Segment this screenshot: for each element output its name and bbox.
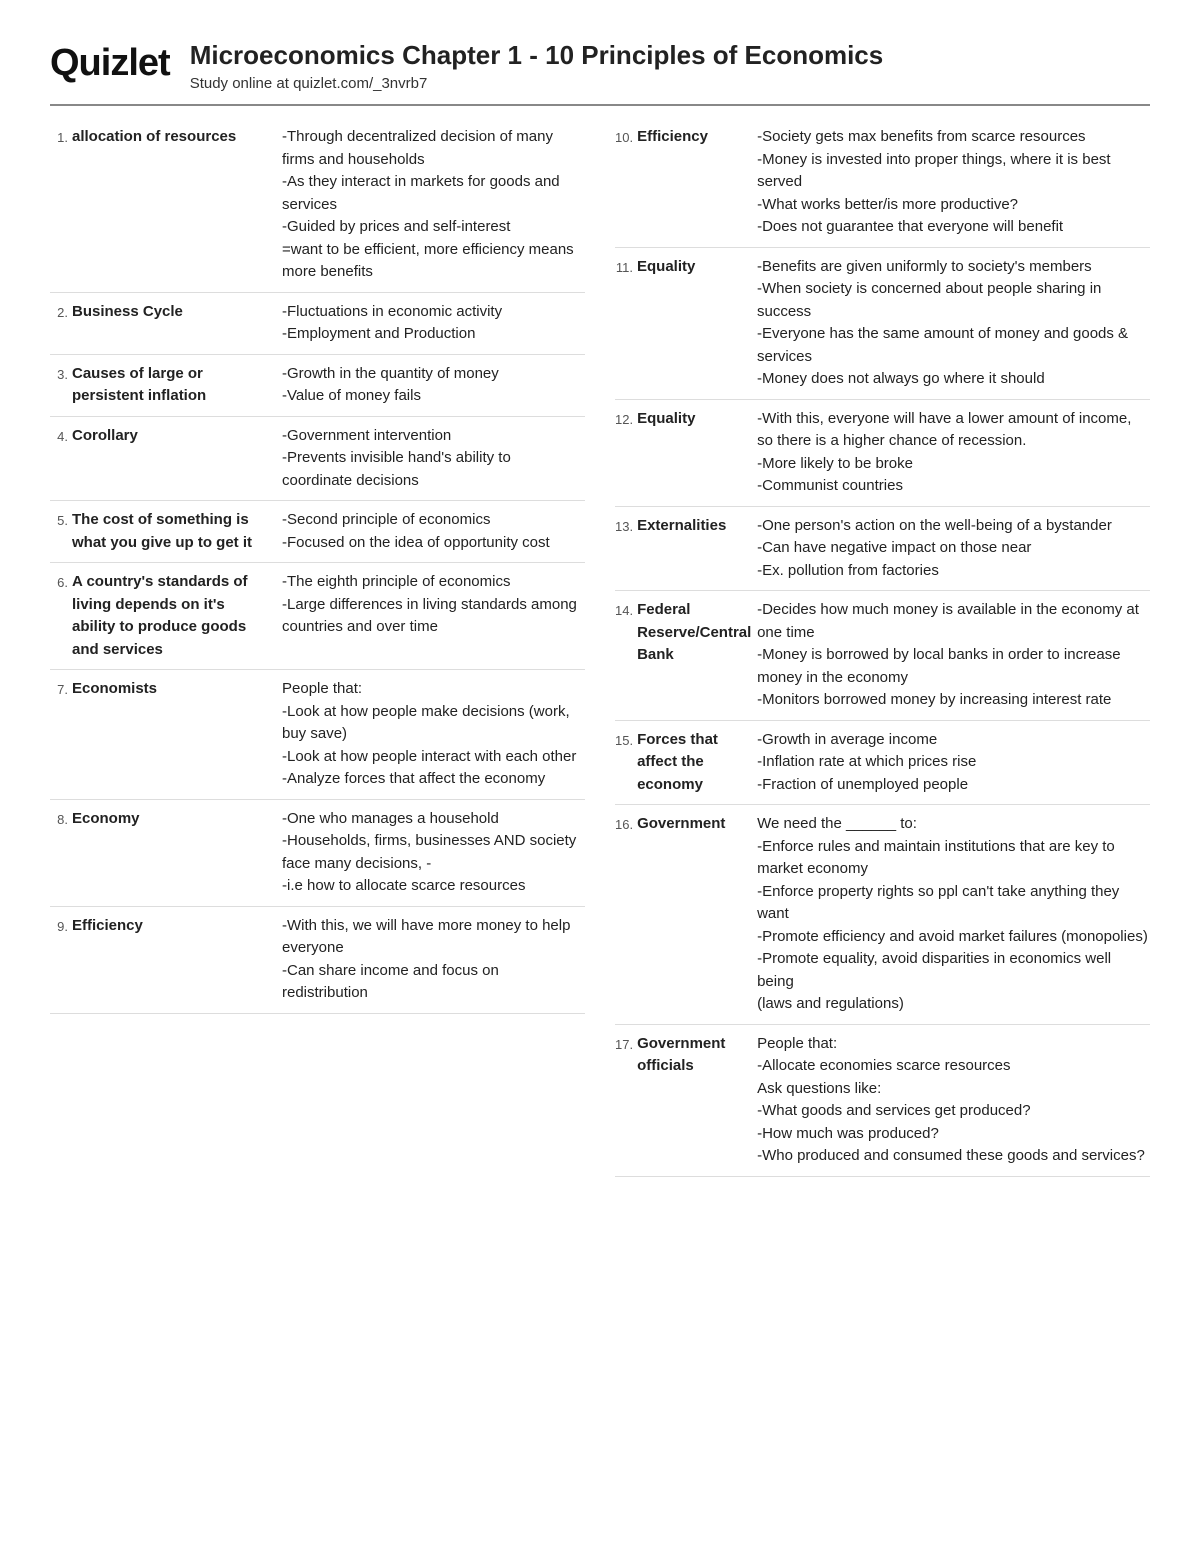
term-entry: 12.Equality-With this, everyone will hav… (615, 400, 1150, 507)
entry-term: Externalities (637, 515, 757, 538)
entry-term: Forces that affect the economy (637, 729, 757, 797)
entry-term: Business Cycle (72, 301, 282, 324)
entry-term: Efficiency (637, 126, 757, 149)
entry-number: 2. (50, 301, 68, 323)
entry-number: 8. (50, 808, 68, 830)
entry-definition: We need the ______ to: -Enforce rules an… (757, 813, 1150, 1016)
entry-definition: -Through decentralized decision of many … (282, 126, 585, 284)
term-entry: 2.Business Cycle-Fluctuations in economi… (50, 293, 585, 355)
page-title: Microeconomics Chapter 1 - 10 Principles… (190, 40, 1150, 71)
entry-number: 12. (615, 408, 633, 430)
entry-number: 5. (50, 509, 68, 531)
term-entry: 4.Corollary-Government intervention -Pre… (50, 417, 585, 502)
entry-term: Causes of large or persistent inflation (72, 363, 282, 408)
entry-term: A country's standards of living depends … (72, 571, 282, 661)
right-column: 10.Efficiency-Society gets max benefits … (615, 126, 1150, 1177)
entry-definition: -Second principle of economics -Focused … (282, 509, 585, 554)
entry-number: 11. (615, 256, 633, 278)
entry-definition: -Society gets max benefits from scarce r… (757, 126, 1150, 239)
entry-term: Government officials (637, 1033, 757, 1078)
entry-number: 9. (50, 915, 68, 937)
term-entry: 3.Causes of large or persistent inflatio… (50, 355, 585, 417)
entry-number: 14. (615, 599, 633, 621)
term-entry: 10.Efficiency-Society gets max benefits … (615, 126, 1150, 248)
entry-number: 6. (50, 571, 68, 593)
title-block: Microeconomics Chapter 1 - 10 Principles… (190, 40, 1150, 92)
entry-definition: -With this, we will have more money to h… (282, 915, 585, 1005)
term-entry: 1.allocation of resources-Through decent… (50, 126, 585, 293)
entry-term: Federal Reserve/Central Bank (637, 599, 757, 667)
entry-number: 3. (50, 363, 68, 385)
term-entry: 15.Forces that affect the economy-Growth… (615, 721, 1150, 806)
entry-number: 15. (615, 729, 633, 751)
term-entry: 5.The cost of something is what you give… (50, 501, 585, 563)
entry-definition: People that: -Look at how people make de… (282, 678, 585, 791)
entry-number: 17. (615, 1033, 633, 1055)
term-entry: 8.Economy-One who manages a household -H… (50, 800, 585, 907)
entry-definition: -Decides how much money is available in … (757, 599, 1150, 712)
entry-definition: -Growth in the quantity of money -Value … (282, 363, 585, 408)
entry-number: 4. (50, 425, 68, 447)
entry-definition: -Government intervention -Prevents invis… (282, 425, 585, 493)
term-entry: 14.Federal Reserve/Central Bank-Decides … (615, 591, 1150, 721)
entry-term: Equality (637, 256, 757, 279)
term-entry: 6.A country's standards of living depend… (50, 563, 585, 670)
entry-definition: -The eighth principle of economics -Larg… (282, 571, 585, 639)
entry-term: The cost of something is what you give u… (72, 509, 282, 554)
entry-term: Economists (72, 678, 282, 701)
entry-definition: -One person's action on the well-being o… (757, 515, 1150, 583)
study-link: Study online at quizlet.com/_3nvrb7 (190, 75, 1150, 92)
entry-definition: People that: -Allocate economies scarce … (757, 1033, 1150, 1168)
entry-definition: -Fluctuations in economic activity -Empl… (282, 301, 585, 346)
entry-definition: -Growth in average income -Inflation rat… (757, 729, 1150, 797)
entry-number: 7. (50, 678, 68, 700)
entry-term: Corollary (72, 425, 282, 448)
term-entry: 17.Government officialsPeople that: -All… (615, 1025, 1150, 1177)
entry-term: Economy (72, 808, 282, 831)
entry-number: 13. (615, 515, 633, 537)
term-entry: 11.Equality-Benefits are given uniformly… (615, 248, 1150, 400)
entry-term: Government (637, 813, 757, 836)
entry-term: allocation of resources (72, 126, 282, 149)
quizlet-logo: Quizlet (50, 40, 170, 82)
entry-definition: -With this, everyone will have a lower a… (757, 408, 1150, 498)
term-entry: 7.EconomistsPeople that: -Look at how pe… (50, 670, 585, 800)
entry-number: 10. (615, 126, 633, 148)
entry-number: 1. (50, 126, 68, 148)
entry-term: Equality (637, 408, 757, 431)
page-header: Quizlet Microeconomics Chapter 1 - 10 Pr… (50, 40, 1150, 106)
term-entry: 13.Externalities-One person's action on … (615, 507, 1150, 592)
term-entry: 16.GovernmentWe need the ______ to: -Enf… (615, 805, 1150, 1025)
term-entry: 9.Efficiency-With this, we will have mor… (50, 907, 585, 1014)
content-columns: 1.allocation of resources-Through decent… (50, 126, 1150, 1177)
left-column: 1.allocation of resources-Through decent… (50, 126, 585, 1177)
entry-term: Efficiency (72, 915, 282, 938)
entry-definition: -One who manages a household -Households… (282, 808, 585, 898)
entry-definition: -Benefits are given uniformly to society… (757, 256, 1150, 391)
entry-number: 16. (615, 813, 633, 835)
